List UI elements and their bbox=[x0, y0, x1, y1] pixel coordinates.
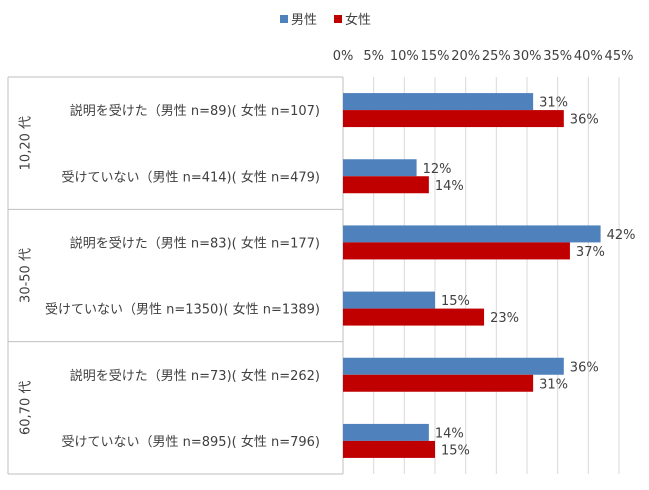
category-label: 説明を受けた（男性 n=89)( 女性 n=107) bbox=[70, 103, 320, 119]
legend-swatch-female bbox=[334, 15, 342, 23]
x-axis-tick-labels: 0% 5% 10% 15% 20% 25% 30% 35% 40% 45% bbox=[333, 49, 634, 64]
bar-male bbox=[343, 93, 534, 111]
x-tick-label: 5% bbox=[363, 49, 384, 64]
bar-female bbox=[343, 110, 564, 128]
bar-female bbox=[343, 308, 485, 326]
legend: 男性 女性 bbox=[280, 12, 371, 28]
category-label: 説明を受けた（男性 n=83)( 女性 n=177) bbox=[70, 235, 320, 251]
legend-label-male: 男性 bbox=[291, 13, 317, 28]
x-tick-label: 10% bbox=[390, 49, 419, 64]
bar-male bbox=[343, 357, 564, 375]
data-label-male: 15% bbox=[441, 294, 470, 309]
data-label-female: 31% bbox=[539, 377, 568, 392]
bar-female bbox=[343, 242, 570, 260]
group-label: 30-50 代 bbox=[19, 248, 34, 303]
group-labels: 10,20 代 30-50 代 60,70 代 bbox=[19, 116, 34, 435]
x-tick-label: 25% bbox=[482, 49, 511, 64]
data-label-male: 31% bbox=[539, 96, 568, 111]
data-label-female: 36% bbox=[570, 113, 599, 128]
bar-male bbox=[343, 225, 601, 243]
data-labels: 31%36%12%14%42%37%15%23%36%31%14%15% bbox=[423, 96, 636, 459]
bar-male bbox=[343, 291, 435, 309]
bar-female bbox=[343, 440, 435, 458]
category-label: 受けていない（男性 n=1350)( 女性 n=1389) bbox=[45, 302, 320, 318]
legend-label-female: 女性 bbox=[345, 12, 371, 28]
category-label: 受けていない（男性 n=895)( 女性 n=796) bbox=[61, 434, 320, 450]
x-tick-label: 45% bbox=[605, 49, 634, 64]
data-label-male: 42% bbox=[607, 228, 636, 243]
data-label-female: 23% bbox=[490, 311, 519, 326]
data-label-female: 37% bbox=[576, 245, 605, 260]
x-tick-label: 40% bbox=[574, 49, 603, 64]
bar-female bbox=[343, 176, 429, 194]
x-tick-label: 30% bbox=[513, 49, 542, 64]
x-tick-label: 20% bbox=[451, 49, 480, 64]
category-label: 受けていない（男性 n=414)( 女性 n=479) bbox=[61, 169, 320, 185]
group-label: 60,70 代 bbox=[19, 381, 34, 435]
bars bbox=[343, 93, 601, 458]
legend-swatch-male bbox=[280, 15, 288, 23]
x-tick-label: 15% bbox=[421, 49, 450, 64]
data-label-female: 14% bbox=[435, 179, 464, 194]
gridlines bbox=[342, 77, 620, 474]
x-tick-label: 0% bbox=[333, 49, 354, 64]
bar-male bbox=[343, 423, 429, 441]
x-tick-label: 35% bbox=[543, 49, 572, 64]
bar-male bbox=[343, 159, 417, 177]
bar-female bbox=[343, 374, 534, 392]
group-label: 10,20 代 bbox=[19, 116, 34, 170]
category-label: 説明を受けた（男性 n=73)( 女性 n=262) bbox=[70, 368, 320, 384]
data-label-male: 36% bbox=[570, 360, 599, 375]
category-axis-frame bbox=[7, 76, 344, 475]
data-label-male: 14% bbox=[435, 426, 464, 441]
data-label-male: 12% bbox=[423, 162, 452, 177]
data-label-female: 15% bbox=[441, 443, 470, 458]
category-labels: 説明を受けた（男性 n=89)( 女性 n=107) 受けていない（男性 n=41… bbox=[45, 103, 320, 450]
